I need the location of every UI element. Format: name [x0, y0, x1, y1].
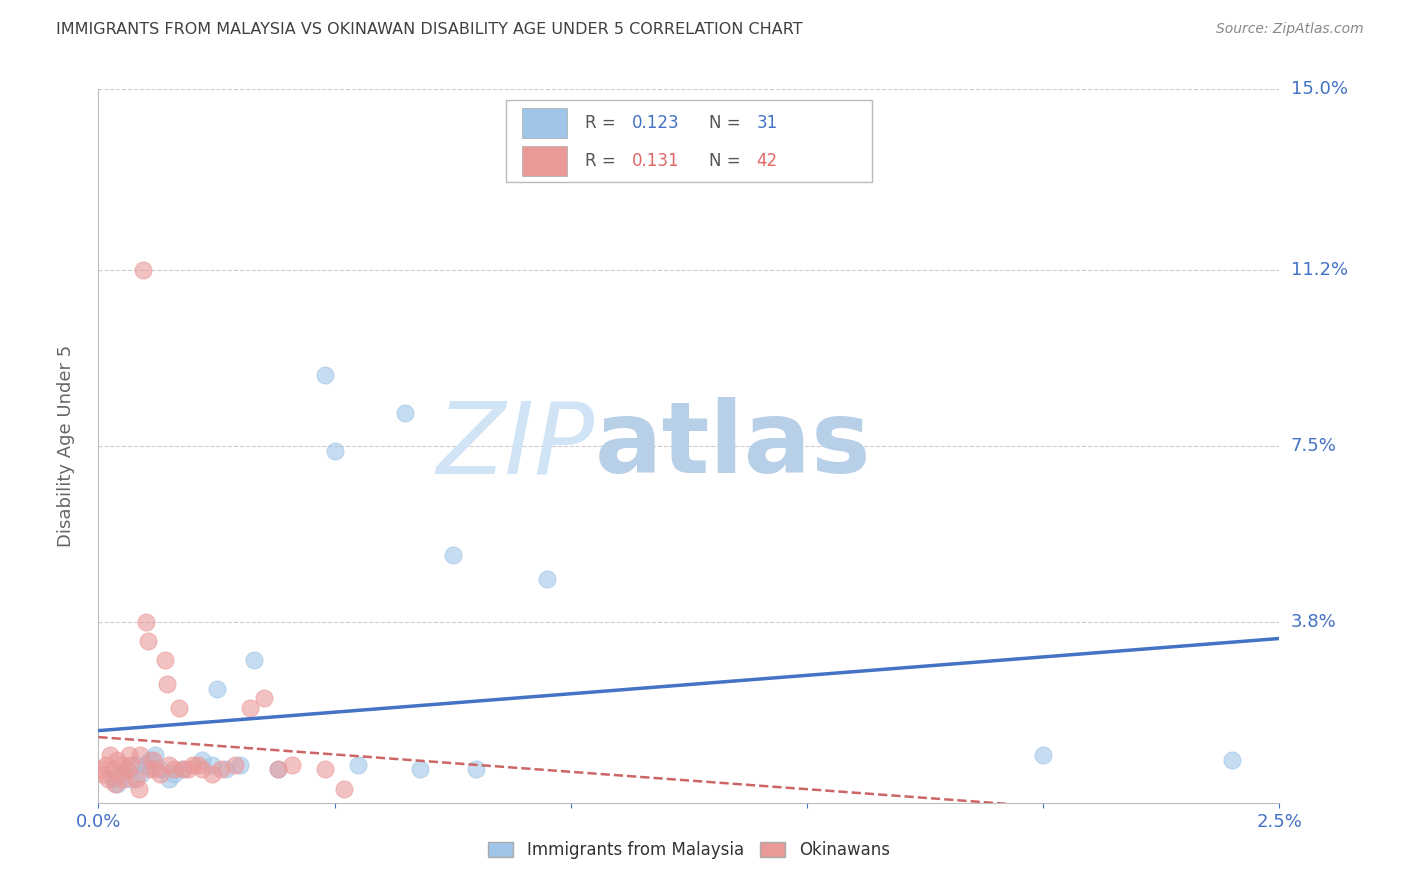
Text: N =: N =	[709, 114, 747, 132]
Point	[115, 763, 138, 777]
Point	[101, 772, 124, 786]
Point	[181, 757, 204, 772]
Point	[121, 757, 143, 772]
Point	[253, 691, 276, 706]
Text: 0.131: 0.131	[633, 153, 681, 170]
Point	[136, 634, 159, 648]
Point	[90, 763, 112, 777]
Point	[91, 767, 114, 781]
Point	[239, 700, 262, 714]
Point	[97, 772, 120, 786]
Point	[139, 763, 162, 777]
Point	[129, 767, 152, 781]
Text: 15.0%: 15.0%	[1291, 80, 1347, 98]
Point	[408, 763, 430, 777]
Point	[163, 763, 186, 777]
Point	[441, 549, 464, 563]
Point	[215, 763, 238, 777]
Point	[209, 763, 232, 777]
Point	[267, 763, 290, 777]
Point	[394, 406, 416, 420]
Point	[167, 700, 190, 714]
Point	[98, 748, 121, 763]
Point	[135, 757, 157, 772]
Point	[121, 772, 143, 786]
Text: atlas: atlas	[595, 398, 872, 494]
Point	[536, 572, 558, 586]
Point	[135, 615, 157, 629]
Point	[172, 763, 194, 777]
Text: 7.5%: 7.5%	[1291, 437, 1337, 455]
Text: 42: 42	[756, 153, 778, 170]
Point	[153, 653, 176, 667]
Point	[149, 763, 172, 777]
Point	[224, 757, 246, 772]
FancyBboxPatch shape	[523, 146, 567, 177]
Point	[314, 763, 336, 777]
Point	[347, 757, 370, 772]
Text: IMMIGRANTS FROM MALAYSIA VS OKINAWAN DISABILITY AGE UNDER 5 CORRELATION CHART: IMMIGRANTS FROM MALAYSIA VS OKINAWAN DIS…	[56, 22, 803, 37]
Point	[163, 767, 186, 781]
Point	[172, 763, 194, 777]
Text: R =: R =	[585, 114, 621, 132]
Text: 0.123: 0.123	[633, 114, 681, 132]
Point	[139, 753, 162, 767]
Point	[111, 757, 134, 772]
Point	[111, 767, 134, 781]
Text: Source: ZipAtlas.com: Source: ZipAtlas.com	[1216, 22, 1364, 37]
Point	[229, 757, 252, 772]
Point	[191, 753, 214, 767]
Point	[118, 748, 141, 763]
Point	[125, 772, 148, 786]
Point	[281, 757, 304, 772]
Point	[149, 767, 172, 781]
Point	[142, 753, 165, 767]
Point	[94, 757, 117, 772]
Point	[108, 767, 131, 781]
Text: N =: N =	[709, 153, 747, 170]
Point	[323, 443, 346, 458]
FancyBboxPatch shape	[506, 100, 872, 182]
Point	[191, 763, 214, 777]
Text: 11.2%: 11.2%	[1291, 261, 1348, 279]
Point	[1220, 753, 1243, 767]
Point	[105, 753, 128, 767]
Point	[115, 763, 138, 777]
Point	[1032, 748, 1054, 763]
Point	[177, 763, 200, 777]
Point	[314, 368, 336, 382]
Point	[125, 757, 148, 772]
Point	[101, 763, 124, 777]
Point	[201, 757, 224, 772]
Point	[143, 748, 166, 763]
Text: 31: 31	[756, 114, 778, 132]
Point	[243, 653, 266, 667]
FancyBboxPatch shape	[523, 108, 567, 138]
Point	[333, 781, 356, 796]
Point	[143, 763, 166, 777]
Point	[465, 763, 488, 777]
Point	[104, 777, 127, 791]
Point	[128, 781, 150, 796]
Point	[267, 763, 290, 777]
Legend: Immigrants from Malaysia, Okinawans: Immigrants from Malaysia, Okinawans	[481, 835, 897, 866]
Point	[105, 777, 128, 791]
Text: ZIP: ZIP	[436, 398, 595, 494]
Point	[205, 681, 228, 696]
Point	[157, 772, 180, 786]
Text: 3.8%: 3.8%	[1291, 613, 1336, 631]
Point	[112, 772, 135, 786]
Point	[157, 757, 180, 772]
Point	[129, 748, 152, 763]
Point	[201, 767, 224, 781]
Text: R =: R =	[585, 153, 621, 170]
Point	[187, 757, 209, 772]
Point	[132, 263, 155, 277]
Point	[156, 677, 179, 691]
Y-axis label: Disability Age Under 5: Disability Age Under 5	[56, 345, 75, 547]
